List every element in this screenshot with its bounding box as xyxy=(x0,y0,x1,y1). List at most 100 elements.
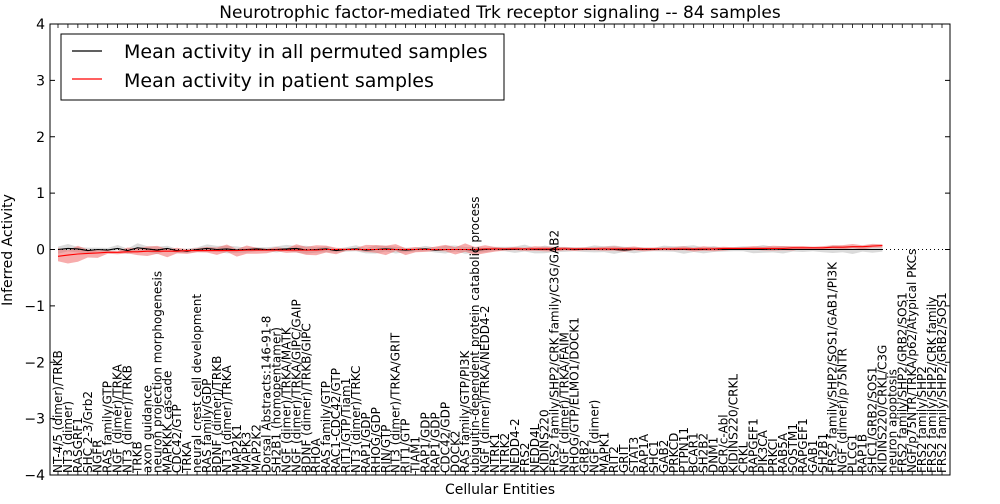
axis-ticks: −4 −3 −2 −1 0 1 2 3 4 xyxy=(24,17,950,484)
x-tick-label: neuron apoptosis xyxy=(885,369,899,473)
chart-title: Neurotrophic factor-mediated Trk recepto… xyxy=(219,3,781,23)
x-tick-label: KIDINS220 xyxy=(538,409,552,473)
x-axis-label: Cellular Entities xyxy=(445,482,555,498)
y-tick-label: 1 xyxy=(36,186,45,202)
x-tick-label: RAS family/GTP xyxy=(101,381,115,473)
x-tick-label: TIAM1 xyxy=(409,436,423,474)
x-tick-label: FRS2 family/SHP2/SOS1/GAB1/PI3K xyxy=(826,261,840,473)
x-tick-label: PTPN11 xyxy=(677,427,691,473)
x-tick-label: GRB2 xyxy=(577,439,591,473)
x-tick-label: KIDINS220/CRKL/C3G xyxy=(875,345,889,473)
x-tick-label: RAS family/GTP xyxy=(319,381,333,473)
x-tick-label: RAS family/GTP/PI3K xyxy=(458,350,472,473)
x-tick-label: FRS2 family/SHP2/CRK family xyxy=(925,297,939,473)
legend-label-permuted: Mean activity in all permuted samples xyxy=(124,41,487,63)
x-tick-label: GRIT xyxy=(617,444,631,473)
x-tick-label: FRS2 family/SHP2/GRB2/SOS1 xyxy=(935,292,949,473)
x-tick-label: MAP2K1 xyxy=(230,424,244,473)
y-axis-label: Inferred Activity xyxy=(0,194,16,306)
legend-label-patient: Mean activity in patient samples xyxy=(124,70,434,92)
y-tick-label: −3 xyxy=(24,412,45,428)
x-tick-label: RAP1/GDP xyxy=(419,412,433,473)
x-tick-label: SHC1/GRB2/SOS1 xyxy=(866,366,880,473)
y-tick-label: −2 xyxy=(24,355,45,371)
x-tick-label: NGF (dimer)/p75NTR xyxy=(836,348,850,473)
x-tick-label: SH2B2 xyxy=(697,433,711,473)
x-tick-label: SH2B1 xyxy=(816,433,830,473)
x-tick-label: RAP1/GDP xyxy=(428,412,442,473)
x-tick-label: RAPGEF1 xyxy=(746,418,760,473)
x-tick-label: BCAR1 xyxy=(687,432,701,473)
x-tick-label: PRKCD xyxy=(667,433,681,473)
x-tick-label: CDC42/GTP xyxy=(170,404,184,473)
x-tick-label: TRKB xyxy=(131,441,145,474)
x-tick-label: NEDD4-2 xyxy=(508,418,522,473)
x-tick-label: NGF (dimer)/TRKA/GIPC/GAIP xyxy=(289,299,303,473)
legend: Mean activity in all permuted samples Me… xyxy=(60,33,505,101)
x-tick-label: PLCG1 xyxy=(846,434,860,473)
x-tick-label: NT3 (dimer)/TRKA/GRIT xyxy=(389,332,403,473)
x-tick-label: RAC1-CDC42/GTP xyxy=(329,368,343,473)
x-tick-label: RIT1/GTP/Tiam1 xyxy=(339,378,353,473)
x-tick-label: RAP1A xyxy=(637,433,651,473)
x-tick-label: FRS2 family/SHP2 xyxy=(915,366,929,473)
x-tick-label: FRS2 family/SHP2/CRK family/C3G/GAB2 xyxy=(548,230,562,473)
x-tick-label: NGF (dimer)/TRKA/FAIM xyxy=(558,332,572,473)
x-tick-label: FRS2 family/SHP2/GRB2/SOS1 xyxy=(895,292,909,473)
x-tick-label: Dorsal Abstracts:146-91-8 xyxy=(260,316,274,473)
x-tick-label: NGFR xyxy=(91,439,105,473)
y-tick-label: −4 xyxy=(24,468,45,484)
x-tick-label: STAT3 xyxy=(627,437,641,473)
x-tick-label: TRKA xyxy=(180,441,194,474)
x-tick-label: SHC 2-3/Grb2 xyxy=(81,391,95,473)
x-tick-label: KIDINS220/CRKL xyxy=(726,374,740,473)
x-tick-label: RHOG/GDP xyxy=(369,407,383,473)
x-tick-label: NT3 (dimer)/TRKA xyxy=(220,365,234,473)
x-tick-label: RAPGEF1 xyxy=(796,418,810,473)
x-tick-label: BDNF (dimer)/TRKB xyxy=(210,356,224,473)
x-tick-label: NGF (dimer)/TRKA/MATK xyxy=(279,326,293,473)
x-tick-label: CRKL xyxy=(736,441,750,473)
x-tick-label: SQSTM1 xyxy=(786,423,800,473)
y-tick-label: 2 xyxy=(36,130,45,146)
plot-frame xyxy=(49,23,951,476)
x-tick-label: RIT1/GTP xyxy=(399,419,413,473)
y-tick-label: 4 xyxy=(36,17,45,33)
x-tick-label: MAPK1 xyxy=(597,432,611,473)
x-tick-label: NT3 (dimer)/TRKB xyxy=(121,365,135,473)
x-tick-label: RIN/GTP xyxy=(379,425,393,473)
x-tick-label: RHOG/GTP/ELMO1/DOCK1 xyxy=(568,317,582,473)
x-tick-label: NT-4/5 (dimer)/TRKB xyxy=(51,350,65,473)
x-tick-label: neuron projection morphogenesis xyxy=(150,271,164,473)
x-tick-label: MAPK3 xyxy=(240,432,254,473)
x-tick-label: CDC42/GDP xyxy=(438,402,452,473)
x-tick-label: GAB2 xyxy=(657,440,671,473)
x-tick-label: MAPKKK cascade xyxy=(160,371,174,473)
x-tick-label: SHC1 xyxy=(647,440,661,473)
x-tick-label: RIT2 xyxy=(607,446,621,473)
x-tick-label: RAB5A xyxy=(776,432,790,473)
x-tick-label: ubiquitin-dependent protein catabolic pr… xyxy=(468,197,482,473)
y-tick-label: 0 xyxy=(36,243,45,259)
y-tick-label: 3 xyxy=(36,73,45,89)
x-tick-label: NT3 (dimer) xyxy=(61,401,75,473)
legend-box xyxy=(60,33,505,101)
x-tick-label: NTRK1 xyxy=(488,433,502,473)
x-tick-label: MAP2K2 xyxy=(250,424,264,473)
x-tick-label: NGF (dimer) xyxy=(587,400,601,473)
x-tick-label: axon guidance xyxy=(140,385,154,473)
x-tick-label: BDNF (dimer)/TRKB/GIPC xyxy=(299,323,313,473)
x-tick-label: NGF/p75NTR/TRKA/p62/Atypical PKCs xyxy=(905,249,919,473)
x-tick-label: BCR/c-Abl xyxy=(717,414,731,473)
x-tick-label: GAB1 xyxy=(806,440,820,473)
x-tick-label: RAS family/GDP xyxy=(200,379,214,473)
x-tick-label: PIK3CA xyxy=(756,429,770,473)
x-tick-label: NGF (dimer)/TRKA xyxy=(111,363,125,473)
x-tick-label: DNM1 xyxy=(707,437,721,473)
x-tick-label: RAP1/GDP xyxy=(359,412,373,473)
x-tick-label: FRS2 xyxy=(518,443,532,474)
x-tick-label: SH2B1 (homopentamer) xyxy=(270,327,284,473)
